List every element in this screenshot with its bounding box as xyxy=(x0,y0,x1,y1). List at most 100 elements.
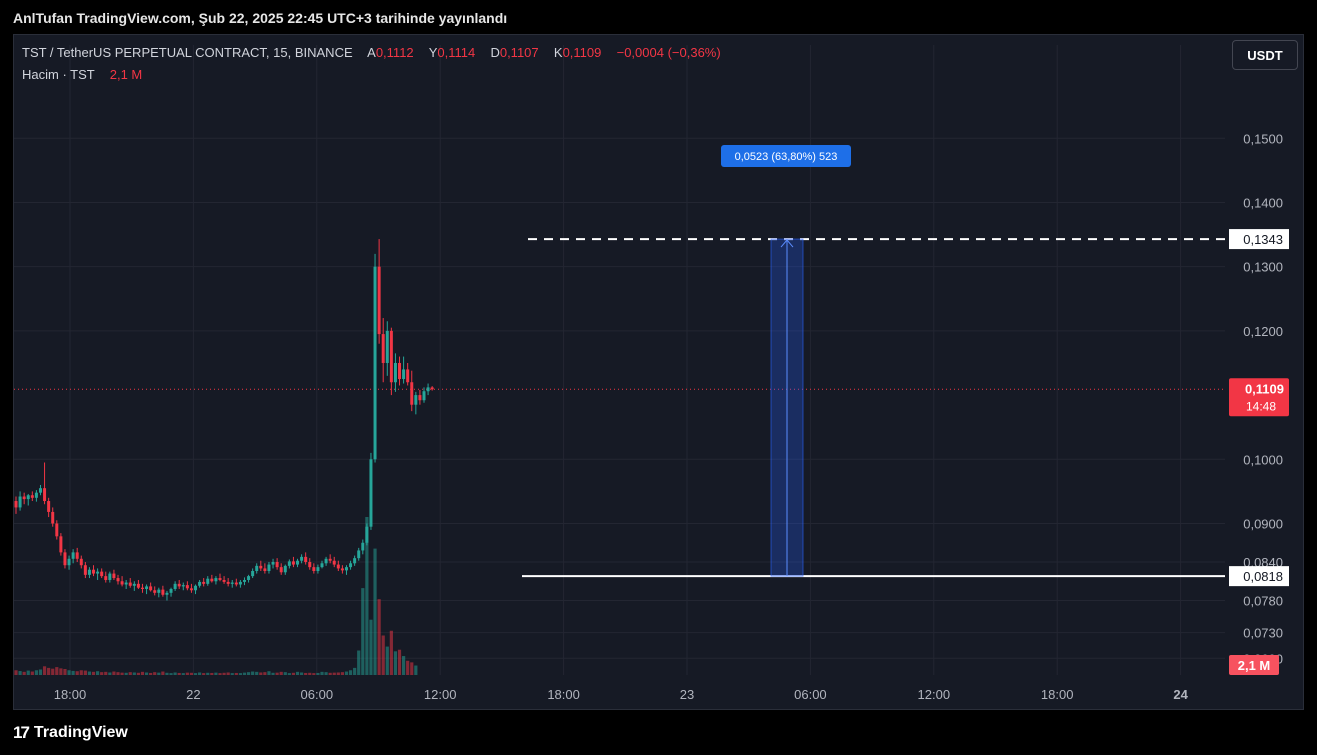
volume-bar xyxy=(149,672,153,675)
volume-bar xyxy=(42,666,47,675)
candle-body xyxy=(43,488,47,502)
candle-body xyxy=(26,495,30,500)
candle-body xyxy=(181,585,185,587)
candle-body xyxy=(55,523,59,537)
volume-badge xyxy=(1229,655,1279,675)
candle-body xyxy=(79,558,83,566)
volume-label: Hacim · TST xyxy=(22,67,95,82)
candle-body xyxy=(18,496,22,508)
x-tick-label: 06:00 xyxy=(301,687,334,702)
volume-bar xyxy=(300,672,304,675)
candle-body xyxy=(67,558,71,566)
change-value: −0,0004 (−0,36%) xyxy=(616,45,721,60)
candle-body xyxy=(108,573,112,580)
volume-bar xyxy=(393,651,398,675)
y-tick-label: 0,1000 xyxy=(1243,452,1283,467)
candle-body xyxy=(120,581,124,585)
volume-bar xyxy=(353,667,357,675)
volume-bar xyxy=(389,630,393,675)
candle-body xyxy=(406,369,410,383)
volume-bar xyxy=(165,672,169,675)
close-value: 0,1109 xyxy=(562,45,602,60)
open-value: 0,1112 xyxy=(375,45,414,60)
candle-body xyxy=(124,582,128,585)
candle-body xyxy=(267,564,271,571)
candle-body xyxy=(418,395,422,401)
volume-bar xyxy=(283,672,287,675)
candle-body xyxy=(238,581,242,585)
volume-bar xyxy=(271,672,275,675)
candle-body xyxy=(389,330,393,383)
volume-bar xyxy=(136,672,140,675)
volume-bar xyxy=(144,672,149,675)
candle-body xyxy=(22,496,26,500)
currency-button[interactable]: USDT xyxy=(1232,40,1298,70)
volume-bar xyxy=(361,588,365,675)
candle-body xyxy=(71,552,75,559)
volume-bar xyxy=(357,650,361,675)
volume-bar xyxy=(112,671,116,675)
volume-bar xyxy=(206,672,210,675)
low-label: D xyxy=(490,45,500,60)
volume-bar xyxy=(100,672,104,675)
last-price-tag xyxy=(1229,378,1289,417)
candle-body xyxy=(132,583,136,586)
tradingview-logo[interactable]: 17 TradingView xyxy=(13,723,128,743)
candle-body xyxy=(426,387,430,392)
volume-bar xyxy=(304,672,308,675)
volume-bar xyxy=(369,619,373,675)
volume-bar xyxy=(181,673,185,675)
candle-body xyxy=(202,581,206,584)
volume-bar xyxy=(75,671,79,675)
candle-body xyxy=(422,391,426,401)
candle-body xyxy=(169,588,173,593)
volume-bar xyxy=(30,671,34,675)
volume-bar xyxy=(397,649,402,675)
candle-body xyxy=(242,579,246,582)
y-tick-label: 0,1500 xyxy=(1243,131,1283,146)
volume-bar xyxy=(287,673,291,675)
candle-body xyxy=(312,567,316,571)
x-tick-label: 06:00 xyxy=(794,687,827,702)
price-lines xyxy=(14,238,1225,578)
volume-bar xyxy=(402,656,406,675)
volume-bar xyxy=(47,667,51,675)
volume-bar xyxy=(410,662,414,675)
volume-bar xyxy=(385,646,389,675)
volume-bar xyxy=(22,671,26,675)
volume-bar xyxy=(255,671,259,675)
volume-bar xyxy=(79,670,83,675)
volume-bar xyxy=(59,668,63,675)
volume-bar xyxy=(108,672,112,675)
candle-body xyxy=(112,573,116,579)
candle-body xyxy=(344,567,348,571)
volume-bar xyxy=(104,671,108,675)
candle-body xyxy=(165,592,169,595)
volume-bar xyxy=(365,517,369,675)
candle-body xyxy=(38,488,42,493)
candle-body xyxy=(340,568,344,571)
chart-frame[interactable] xyxy=(13,34,1304,710)
candle-body xyxy=(104,576,108,580)
candle-body xyxy=(157,589,161,593)
candle-body xyxy=(357,550,361,559)
volume-badge-label: 2,1 M xyxy=(1238,658,1271,673)
volume-bar xyxy=(234,672,238,675)
volume-bar xyxy=(87,671,92,675)
open-label: A xyxy=(367,45,376,60)
volume-bar xyxy=(242,672,247,675)
candle-body xyxy=(63,552,67,566)
symbol-title: TST / TetherUS PERPETUAL CONTRACT, 15, B… xyxy=(22,45,353,60)
volume-bar xyxy=(336,672,340,675)
volume-bar xyxy=(124,672,128,675)
candle-body xyxy=(291,561,295,565)
volume-bar xyxy=(193,673,198,675)
candle-body xyxy=(385,330,389,363)
candle-body xyxy=(145,586,149,589)
volume-bar xyxy=(414,665,418,675)
countdown-label: 14:48 xyxy=(1246,399,1276,413)
volume-bar xyxy=(218,673,222,675)
candle-body xyxy=(75,552,79,559)
candle-body xyxy=(51,511,55,524)
